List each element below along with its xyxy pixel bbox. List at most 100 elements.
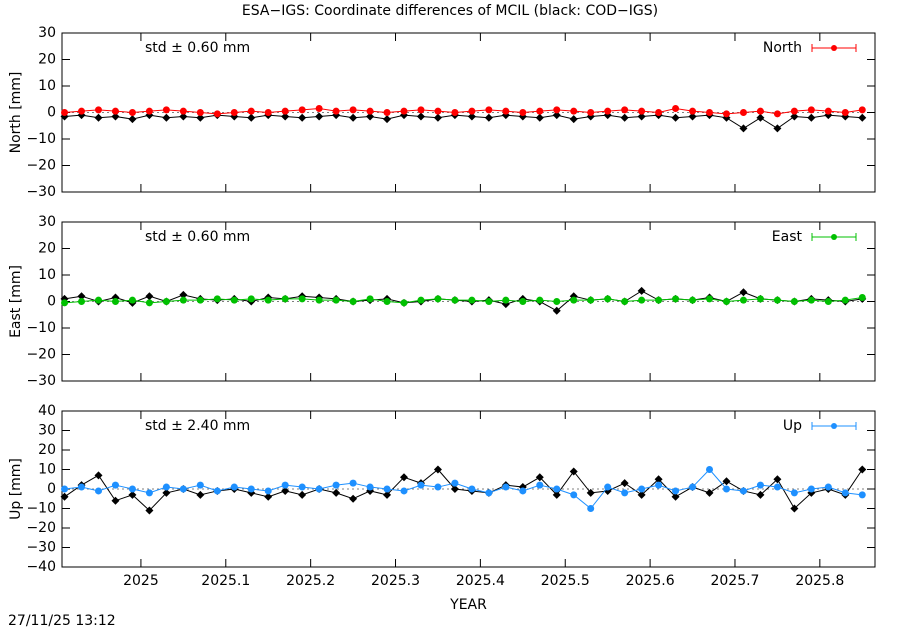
data-point <box>179 107 187 115</box>
data-point <box>400 299 408 307</box>
data-point <box>535 113 544 122</box>
data-point <box>94 471 103 480</box>
data-point <box>484 113 493 122</box>
data-point <box>655 296 663 304</box>
y-tick-label: −30 <box>26 373 56 389</box>
data-point <box>790 298 798 305</box>
data-point <box>485 106 493 114</box>
data-point <box>383 115 392 124</box>
data-point <box>671 492 680 501</box>
data-point <box>60 492 69 501</box>
data-point <box>162 113 171 122</box>
data-point <box>94 113 103 122</box>
data-point <box>706 466 714 473</box>
data-point <box>773 124 782 133</box>
y-tick-label: −10 <box>26 131 56 147</box>
data-point <box>451 109 459 116</box>
data-point <box>570 107 578 115</box>
data-point <box>281 486 290 495</box>
x-tick-label: 2025.8 <box>795 573 844 589</box>
data-point <box>145 506 154 515</box>
data-point <box>94 106 102 114</box>
data-point <box>790 489 798 497</box>
data-point <box>536 296 544 304</box>
data-point <box>536 107 544 115</box>
x-tick-label: 2025 <box>123 573 159 589</box>
data-point <box>654 475 663 484</box>
data-point <box>824 483 832 491</box>
data-point <box>705 488 714 497</box>
data-point <box>689 483 697 491</box>
data-point <box>111 107 119 115</box>
y-tick-label: 20 <box>38 52 56 68</box>
data-point <box>332 296 340 304</box>
data-point <box>739 487 747 495</box>
data-point <box>519 109 527 116</box>
y-tick-label: 30 <box>38 423 56 439</box>
data-point <box>61 109 69 116</box>
data-point <box>824 107 832 115</box>
data-point <box>111 496 120 505</box>
data-point <box>637 286 646 295</box>
data-point <box>94 487 102 495</box>
data-point <box>706 295 714 303</box>
annotation: std ± 2.40 mm <box>145 418 250 434</box>
data-point <box>332 488 341 497</box>
data-point <box>722 477 731 486</box>
data-point <box>672 295 680 303</box>
data-point <box>213 295 221 303</box>
data-point <box>502 107 510 115</box>
data-point <box>552 306 561 315</box>
y-tick-label: 0 <box>47 105 56 121</box>
data-point <box>366 483 374 491</box>
data-point <box>569 115 578 124</box>
data-point <box>145 107 153 115</box>
data-point <box>61 485 69 493</box>
data-point <box>807 106 815 114</box>
y-tick-label: 10 <box>38 267 56 283</box>
data-point <box>468 296 476 304</box>
data-point <box>756 481 764 489</box>
data-point <box>722 298 730 305</box>
data-point <box>298 113 307 122</box>
y-axis-label: East [mm] <box>8 265 24 338</box>
data-point <box>111 112 120 121</box>
data-point <box>807 485 815 493</box>
x-tick-label: 2025.2 <box>286 573 335 589</box>
data-point <box>298 483 306 491</box>
data-point <box>655 481 663 489</box>
x-tick-label: 2025.5 <box>541 573 590 589</box>
data-point <box>94 296 102 304</box>
data-point <box>417 296 425 304</box>
data-point <box>349 106 357 114</box>
data-point <box>349 298 357 305</box>
data-point <box>264 492 273 501</box>
data-point <box>841 489 849 497</box>
data-point <box>383 485 391 493</box>
data-point <box>196 490 205 499</box>
data-point <box>400 487 408 495</box>
data-point <box>315 112 324 121</box>
data-point <box>552 490 561 499</box>
data-point <box>739 296 747 304</box>
data-point <box>281 481 289 489</box>
data-point <box>434 295 442 303</box>
data-point <box>383 298 391 305</box>
data-point <box>162 298 170 305</box>
legend-marker <box>831 234 837 240</box>
data-point <box>773 475 782 484</box>
data-point <box>264 109 272 116</box>
data-point <box>366 107 374 115</box>
y-axis-label: Up [mm] <box>8 458 24 520</box>
data-point <box>451 479 459 487</box>
data-point <box>162 106 170 114</box>
data-point <box>620 479 629 488</box>
data-point <box>502 483 510 491</box>
data-point <box>196 296 204 304</box>
data-point <box>688 112 697 121</box>
data-point <box>552 111 561 120</box>
data-point <box>841 296 849 304</box>
data-point <box>196 481 204 489</box>
y-axis-label: North [mm] <box>8 72 24 154</box>
